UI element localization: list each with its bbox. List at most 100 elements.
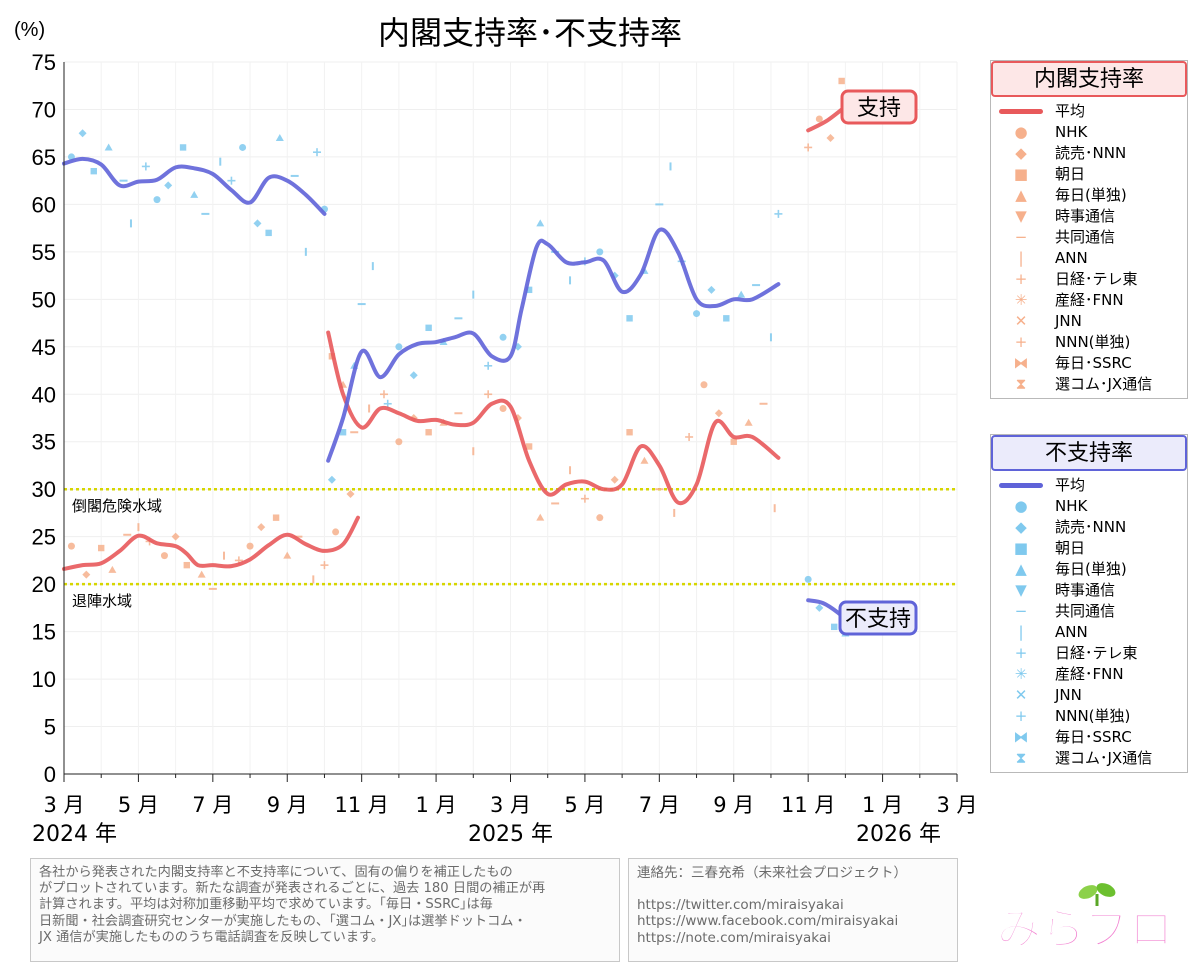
- legend-marker-icon: ▼: [1015, 207, 1027, 225]
- nonsupport-point: [804, 575, 812, 583]
- y-tick-label: 50: [32, 287, 56, 312]
- nonsupport-point: [164, 181, 173, 190]
- legend-marker-icon: ●: [1014, 497, 1028, 515]
- x-year-label: 2024 年: [32, 822, 117, 847]
- support-point: [804, 143, 813, 152]
- support-point: [536, 513, 545, 521]
- nonsupport-point: [104, 143, 113, 151]
- legend-marker-icon: ▲: [1015, 186, 1027, 204]
- legend-label: 毎日(単独): [1055, 560, 1127, 578]
- legend-label: NHK: [1055, 497, 1088, 515]
- support-point: [499, 405, 507, 413]
- legend-label: 日経･テレ東: [1055, 270, 1138, 288]
- nonsupport-legend-item: ⧓ 毎日･SSRC: [991, 727, 1187, 748]
- legend-marker-icon: +: [1014, 644, 1028, 662]
- support-point: [596, 514, 604, 522]
- note-line: 日新聞・社会調査研究センターが実施したもの、｢選コム・JX｣は選挙ドットコム・: [39, 913, 527, 929]
- legend-label: 毎日･SSRC: [1055, 354, 1132, 372]
- legend-label: JNN: [1055, 686, 1082, 704]
- support-average-line: [326, 330, 781, 506]
- legend-marker-icon: |: [1018, 623, 1024, 641]
- support-point: [197, 570, 206, 578]
- legend-marker-icon: ◆: [1015, 518, 1027, 536]
- legend-marker-icon: +: [1014, 333, 1028, 351]
- contact-box: 連絡先：三春充希（未来社会プロジェクト） https://twitter.com…: [628, 858, 958, 962]
- support-legend-item: ■ 朝日: [991, 164, 1187, 185]
- nonsupport-point: [536, 219, 545, 227]
- y-tick-label: 60: [32, 192, 56, 217]
- support-point: [272, 514, 280, 521]
- legend-label: 産経･FNN: [1055, 665, 1124, 683]
- legend-label: 共同通信: [1055, 602, 1116, 620]
- nonsupport-legend-item: + 日経･テレ東: [991, 643, 1187, 664]
- support-legend-item: ⧗ 選コム･JX通信: [991, 374, 1187, 395]
- legend-label: 毎日(単独): [1055, 186, 1127, 204]
- nonsupport-point: [141, 162, 150, 171]
- legend-label: 時事通信: [1055, 207, 1116, 225]
- nonsupport-point: [626, 315, 633, 322]
- support-point: [714, 409, 723, 418]
- y-tick-label: 75: [32, 50, 56, 75]
- support-point: [685, 432, 694, 441]
- support-point: [332, 528, 340, 536]
- facebook-link[interactable]: https://www.facebook.com/miraisyakai: [637, 913, 899, 930]
- x-month-label: 7 月: [192, 793, 233, 817]
- x-month-label: 3 月: [490, 793, 531, 817]
- x-month-label: 7 月: [639, 793, 680, 817]
- legend-marker-icon: ⧓: [1013, 728, 1029, 746]
- support-point: [815, 115, 823, 123]
- legend-label: 読売･NNN: [1055, 144, 1127, 162]
- legend-label: ANN: [1055, 623, 1088, 641]
- nonsupport-point: [265, 229, 272, 237]
- x-month-label: 3 月: [43, 793, 84, 817]
- legend-marker-icon: ⧗: [1015, 375, 1027, 393]
- nonsupport-callout-label: 不支持: [845, 607, 911, 632]
- y-tick-label: 55: [32, 240, 56, 265]
- nonsupport-point: [774, 209, 783, 218]
- nonsupport-point: [499, 333, 507, 341]
- nonsupport-point: [409, 371, 418, 380]
- support-point: [730, 438, 737, 445]
- y-tick-label: 20: [32, 572, 56, 597]
- support-legend-item: ▼ 時事通信: [991, 206, 1187, 227]
- legend-marker-icon: +: [1014, 270, 1028, 288]
- legend-label: ANN: [1055, 249, 1088, 267]
- nonsupport-point: [723, 315, 730, 322]
- legend-label: 朝日: [1055, 539, 1086, 557]
- support-legend-item: + NNN(単独): [991, 332, 1187, 353]
- twitter-link[interactable]: https://twitter.com/miraisyakai: [637, 897, 844, 914]
- resign-zone-label: 退陣水域: [72, 592, 132, 610]
- nonsupport-legend-item: ⧗ 選コム･JX通信: [991, 748, 1187, 769]
- legend-label: 平均: [1055, 102, 1086, 120]
- y-tick-label: 5: [44, 715, 56, 740]
- support-point: [626, 429, 633, 436]
- x-month-label: 9 月: [267, 793, 308, 817]
- miraipro-logo: みらプロ: [992, 880, 1178, 960]
- support-legend-item: ▲ 毎日(単独): [991, 185, 1187, 206]
- legend-marker-icon: |: [1018, 249, 1024, 267]
- support-point: [257, 523, 266, 532]
- legend-label: 読売･NNN: [1055, 518, 1127, 536]
- nonsupport-point: [707, 285, 716, 294]
- x-month-label: 1 月: [862, 793, 903, 817]
- contact-line: 連絡先：三春充希（未来社会プロジェクト）: [637, 865, 907, 881]
- support-point: [826, 133, 835, 142]
- nonsupport-legend-item: 平均: [991, 475, 1187, 496]
- legend-label: 選コム･JX通信: [1055, 749, 1153, 767]
- nonsupport-point: [253, 219, 262, 228]
- nonsupport-point: [737, 290, 746, 298]
- methodology-note: 各社から発表された内閣支持率と不支持率について、固有の偏りを補正したもの がプロ…: [30, 858, 620, 962]
- nonsupport-legend-item: ▲ 毎日(単独): [991, 559, 1187, 580]
- support-point: [838, 77, 845, 85]
- x-month-label: 3 月: [936, 793, 977, 817]
- nonsupport-point: [78, 129, 87, 138]
- note-link[interactable]: https://note.com/miraisyakai: [637, 929, 831, 946]
- support-point: [108, 565, 117, 573]
- nonsupport-point: [596, 248, 604, 256]
- support-legend-item: ◆ 読売･NNN: [991, 143, 1187, 164]
- y-tick-label: 35: [32, 430, 56, 455]
- legend-marker-icon: ▲: [1015, 560, 1027, 578]
- y-tick-label: 40: [32, 382, 56, 407]
